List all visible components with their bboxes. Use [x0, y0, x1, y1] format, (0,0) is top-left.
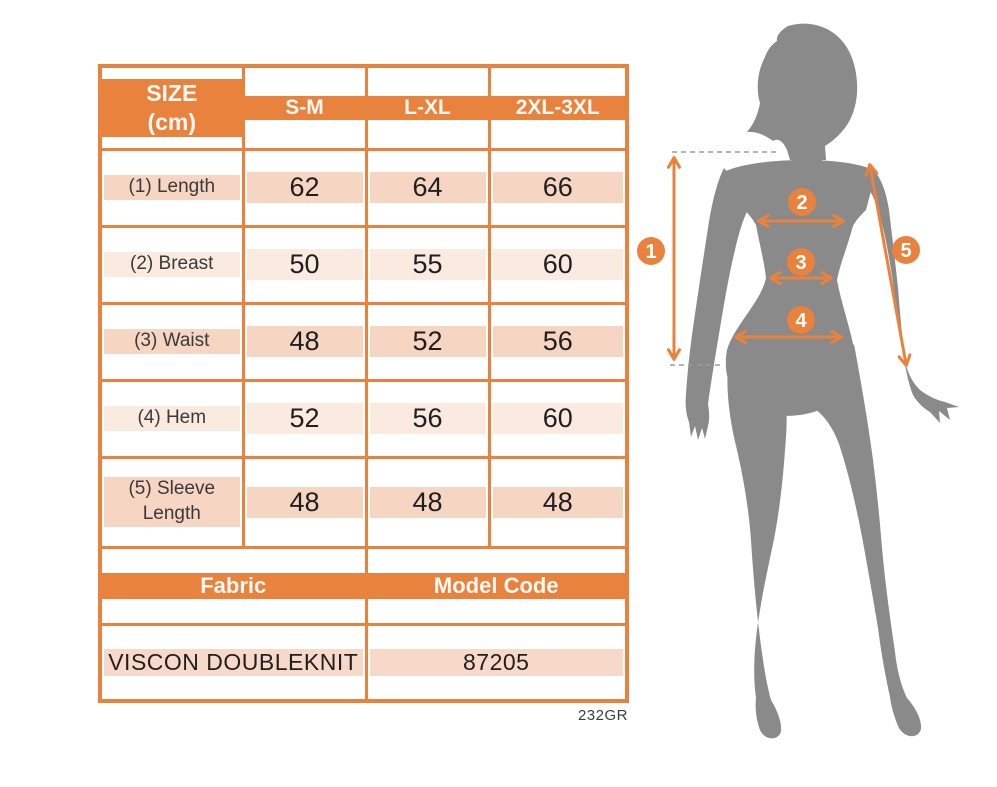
breast-value-sm: 50: [246, 249, 363, 280]
row-label-length: (1) Length: [104, 175, 240, 200]
sleeve-value-2xl3xl: 48: [492, 486, 623, 518]
female-silhouette: [685, 23, 959, 739]
model-code-value: 87205: [369, 648, 623, 676]
figure-left-arm: [685, 168, 750, 440]
waist-value-lxl: 52: [369, 326, 486, 357]
figure-head: [747, 23, 858, 160]
column-header-lxl: L-XL: [367, 95, 488, 120]
size-table-header-row: SIZE (cm) S-M L-XL 2XL-3XL: [98, 64, 629, 151]
row-label-hem: (4) Hem: [104, 406, 240, 431]
marker-number-2: 2: [796, 192, 807, 214]
fabric-value: VISCON DOUBLEKNIT: [104, 648, 363, 676]
figure-left-leg: [727, 356, 787, 739]
hem-value-sm: 52: [246, 403, 363, 434]
marker-circle-4: [787, 306, 815, 334]
table-row-sleeve: (5) Sleeve Length 48 48 48: [98, 455, 629, 549]
table-row-breast: (2) Breast 50 55 60: [98, 224, 629, 305]
figure-right-leg: [803, 344, 922, 737]
marker-circle-5: [892, 236, 920, 264]
column-header-sm: S-M: [244, 95, 365, 120]
model-code-header: Model Code: [367, 572, 625, 599]
marker-number-4: 4: [795, 310, 807, 332]
table-row-length: (1) Length 62 64 66: [98, 147, 629, 228]
fabric-header-row: Fabric Model Code: [98, 545, 629, 626]
waist-value-2xl3xl: 56: [492, 326, 623, 357]
sleeve-value-sm: 48: [246, 486, 363, 518]
hem-value-2xl3xl: 60: [492, 403, 623, 434]
hem-value-lxl: 56: [369, 403, 486, 434]
length-value-2xl3xl: 66: [492, 172, 623, 203]
waist-value-sm: 48: [246, 326, 363, 357]
sleeve-arrow: [870, 166, 906, 364]
marker-circle-3: [787, 248, 815, 276]
fabric-header: Fabric: [102, 572, 365, 599]
table-row-waist: (3) Waist 48 52 56: [98, 301, 629, 382]
body-measurement-figure: 1 2 3 4 5: [637, 23, 959, 739]
length-value-sm: 62: [246, 172, 363, 203]
length-value-lxl: 64: [369, 172, 486, 203]
breast-value-2xl3xl: 60: [492, 249, 623, 280]
measurement-guides: [670, 151, 906, 365]
marker-circle-1: [637, 237, 665, 265]
sleeve-value-lxl: 48: [369, 486, 486, 518]
marker-number-3: 3: [795, 252, 806, 274]
model-variant-code: 232GR: [577, 707, 628, 724]
measurement-markers: 1 2 3 4 5: [637, 188, 920, 334]
row-label-breast: (2) Breast: [104, 252, 240, 277]
marker-circle-2: [788, 188, 816, 216]
size-table: SIZE (cm) S-M L-XL 2XL-3XL (1) Length 62…: [98, 64, 629, 703]
fabric-value-row: VISCON DOUBLEKNIT 87205: [98, 622, 629, 703]
row-label-sleeve: (5) Sleeve Length: [104, 477, 240, 527]
marker-number-5: 5: [900, 240, 911, 262]
breast-value-lxl: 55: [369, 249, 486, 280]
row-label-waist: (3) Waist: [104, 329, 240, 354]
table-row-hem: (4) Hem 52 56 60: [98, 378, 629, 459]
marker-number-1: 1: [645, 241, 656, 263]
size-unit-header: SIZE (cm): [102, 79, 242, 137]
column-header-2xl3xl: 2XL-3XL: [490, 95, 625, 120]
